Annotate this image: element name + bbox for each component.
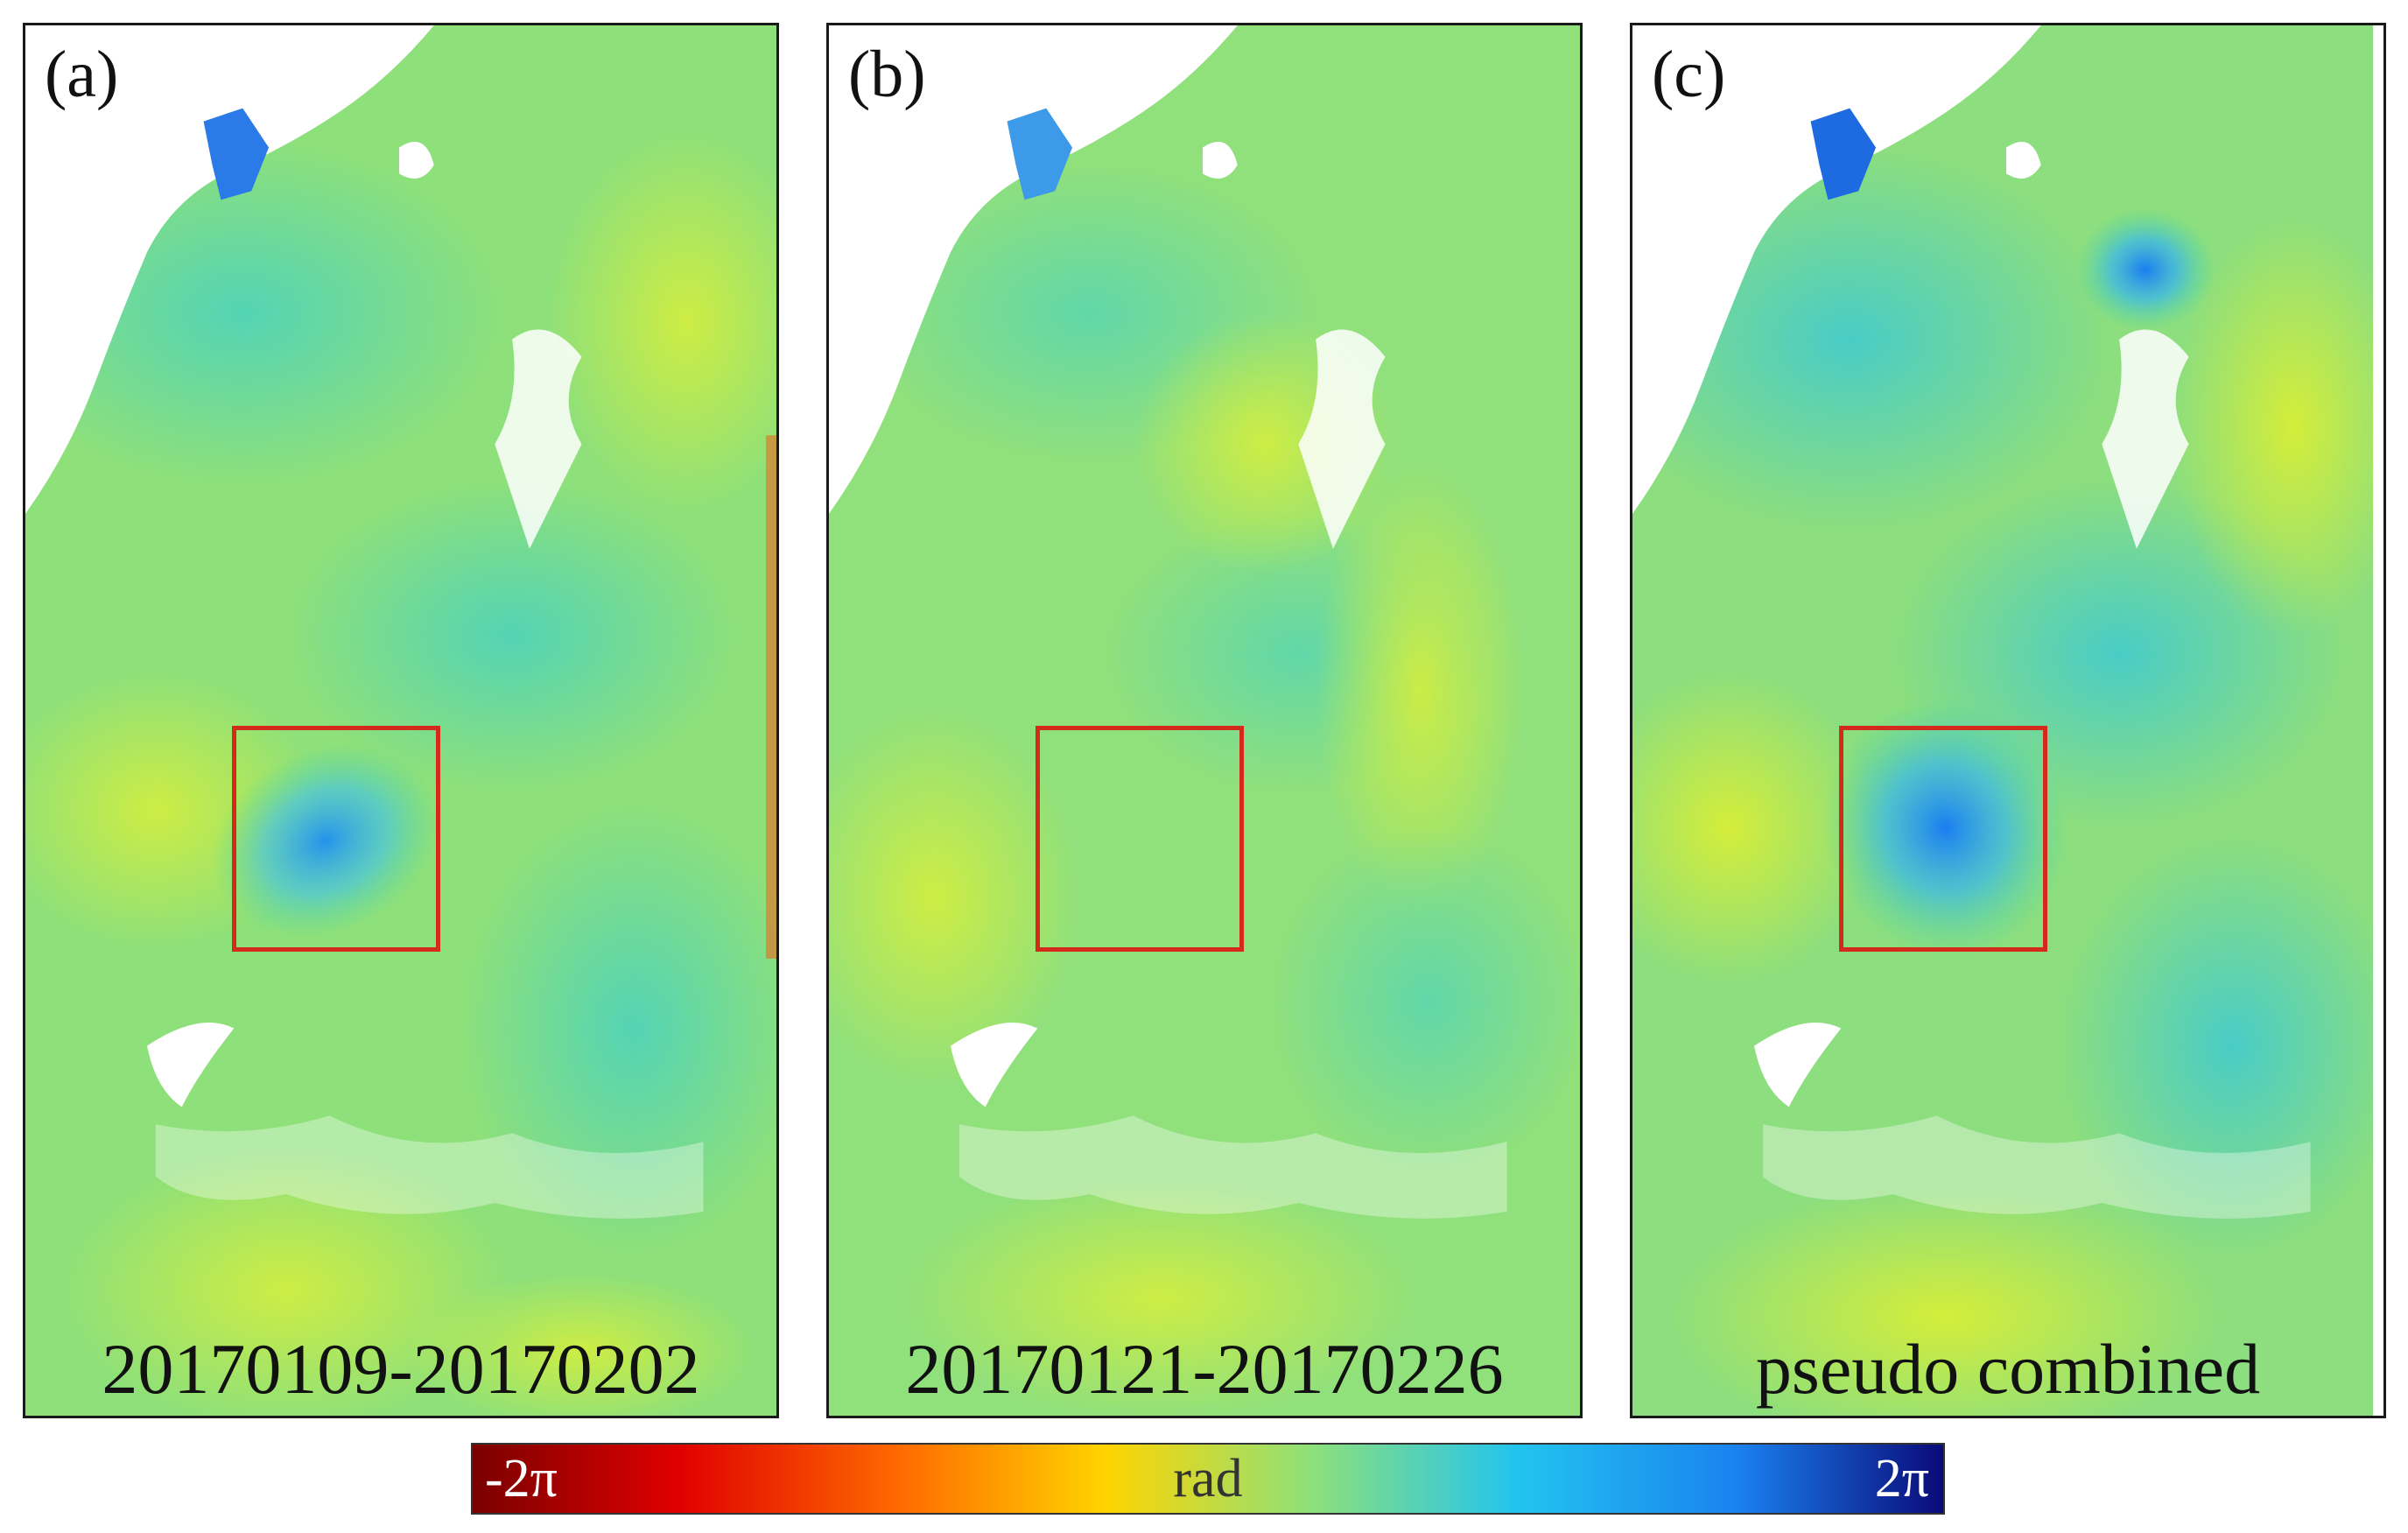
phase-map-b [829, 25, 1580, 1416]
roi-box-c [1839, 726, 2047, 952]
panel-label-a: (a) [45, 38, 119, 111]
panel-caption-b: 20170121-20170226 [905, 1329, 1504, 1409]
roi-box-b [1036, 726, 1244, 952]
interferogram-panel-a: (a) 20170109-20170202 [23, 23, 779, 1418]
roi-box-a [232, 726, 440, 952]
colorbar: -2π rad 2π [471, 1443, 1945, 1515]
phase-map-c [1632, 25, 2383, 1416]
panel-caption-a: 20170109-20170202 [102, 1329, 700, 1409]
panel-label-b: (b) [848, 38, 926, 111]
interferogram-panel-c: (c) pseudo combined [1630, 23, 2386, 1418]
colorbar-unit-label: rad [1173, 1449, 1243, 1508]
panel-label-c: (c) [1652, 38, 1726, 111]
colorbar-min-label: -2π [485, 1449, 558, 1508]
panel-caption-c: pseudo combined [1755, 1329, 2261, 1409]
interferogram-panel-b: (b) 20170121-20170226 [826, 23, 1583, 1418]
phase-map-a [25, 25, 776, 1416]
colorbar-max-label: 2π [1874, 1449, 1929, 1508]
